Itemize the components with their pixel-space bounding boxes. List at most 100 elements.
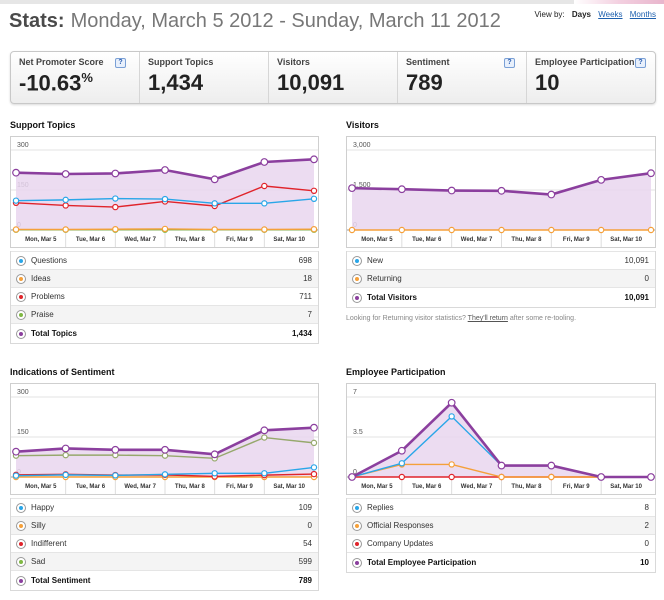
total-area [352, 402, 651, 477]
legend-value: 0 [307, 521, 312, 530]
x-tick-label: Fri, Mar 9 [226, 484, 253, 490]
metric-visitors-value: 10,091 [277, 70, 345, 95]
employee-help-icon[interactable]: ? [635, 58, 646, 68]
legend-label: New [367, 256, 384, 265]
series-point [448, 226, 455, 234]
metric-support-topics[interactable]: Support Topics 1,434 [140, 52, 269, 103]
legend-value: 109 [298, 503, 312, 512]
series-point [547, 461, 556, 470]
legend-value: 2 [644, 521, 649, 530]
series-point [398, 460, 406, 467]
view-by-label: View by: [534, 10, 565, 19]
x-tick-label: Wed, Mar 7 [461, 484, 493, 490]
view-days-option[interactable]: Days [571, 10, 591, 19]
series-point [211, 200, 218, 207]
decorative-blossom [574, 0, 664, 4]
legend-row-replies[interactable]: Replies 8 [347, 498, 655, 516]
legend-row-returning[interactable]: Returning 0 [347, 269, 655, 287]
legend-value: 7 [307, 310, 312, 319]
legend-value: 698 [298, 256, 312, 265]
legend-label: Replies [367, 503, 394, 512]
happy-dot-icon [17, 503, 25, 512]
series-point [211, 470, 218, 477]
legend-row-indifferent[interactable]: Indifferent 54 [11, 534, 318, 552]
legend-label: Happy [31, 503, 55, 512]
legend-row-new[interactable]: New 10,091 [347, 251, 655, 269]
legend-value: 0 [644, 539, 649, 548]
nps-help-icon[interactable]: ? [115, 58, 126, 68]
series-point [62, 196, 69, 204]
support-topics-legend: Questions 698 Ideas 18 Problems 711 Praise 7… [10, 251, 319, 344]
legend-value: 0 [644, 274, 649, 283]
series-point [647, 226, 655, 234]
series-point [260, 426, 269, 435]
legend-value: 1,434 [291, 329, 312, 338]
series-point [161, 452, 169, 459]
metric-nps-label: Net Promoter Score [19, 57, 104, 67]
legend-row-total-visitors[interactable]: Total Visitors 10,091 [347, 287, 655, 307]
metric-support-label: Support Topics [148, 57, 214, 67]
view-weeks-link[interactable]: Weeks [598, 10, 623, 19]
metric-sentiment-label: Sentiment [406, 57, 450, 67]
legend-row-silly[interactable]: Silly 0 [11, 516, 318, 534]
legend-row-total-topics[interactable]: Total Topics 1,434 [11, 323, 318, 343]
note-suffix: after some re-tooling. [509, 315, 577, 322]
legend-row-total-sentiment[interactable]: Total Sentiment 789 [11, 570, 318, 590]
metric-visitors[interactable]: Visitors 10,091 [269, 52, 398, 103]
metric-sentiment[interactable]: Sentiment 789 ? [398, 52, 527, 103]
metric-employee[interactable]: Employee Participation 10 ? [527, 52, 655, 103]
theyll-return-link[interactable]: They'll return [467, 315, 508, 322]
total-dot-icon [17, 576, 25, 585]
sentiment-legend: Happy 109 Silly 0 Indifferent 54 Sad 599 Tot… [10, 498, 319, 591]
series-point [597, 473, 606, 481]
x-tick-label: Thu, Mar 8 [511, 484, 542, 490]
y-tick-label: 1,500 [353, 182, 371, 189]
sentiment-help-icon[interactable]: ? [504, 58, 515, 68]
x-tick-label: Fri, Mar 9 [563, 237, 590, 243]
page-title: Stats: Monday, March 5 2012 - Sunday, Mar… [9, 10, 501, 33]
legend-row-sad[interactable]: Sad 599 [11, 552, 318, 570]
legend-row-company-updates[interactable]: Company Updates 0 [347, 534, 655, 552]
series-point [597, 226, 605, 234]
legend-label: Returning [367, 274, 402, 283]
series-point [61, 170, 70, 178]
series-point [260, 158, 269, 166]
returning-visitors-note: Looking for Returning visitor statistics… [346, 315, 576, 322]
total-area [352, 173, 651, 230]
series-point [498, 226, 505, 234]
legend-value: 711 [299, 292, 312, 301]
series-point [161, 166, 169, 174]
legend-row-problems[interactable]: Problems 711 [11, 287, 318, 305]
series-point [397, 446, 406, 455]
browser-top-strip [0, 0, 664, 4]
legend-value: 10,091 [624, 293, 649, 302]
series-point [310, 155, 318, 164]
series-point [62, 471, 69, 479]
legend-row-official-responses[interactable]: Official Responses 2 [347, 516, 655, 534]
metric-support-value: 1,434 [148, 70, 204, 95]
series-point [161, 195, 169, 203]
x-tick-label: Thu, Mar 8 [175, 237, 206, 243]
legend-label: Ideas [31, 274, 51, 283]
support-topics-title: Support Topics [10, 120, 76, 130]
sentiment-title: Indications of Sentiment [10, 367, 115, 377]
page-title-label: Stats: [9, 10, 65, 32]
legend-row-happy[interactable]: Happy 109 [11, 498, 318, 516]
legend-label: Sad [31, 557, 46, 566]
legend-label: Praise [31, 310, 54, 319]
series-point [310, 187, 318, 195]
series-point [310, 423, 318, 432]
series-point [62, 202, 69, 209]
legend-row-total-employee[interactable]: Total Employee Participation 10 [347, 552, 655, 572]
replies-dot-icon [353, 503, 361, 512]
view-months-link[interactable]: Months [629, 10, 656, 19]
legend-row-ideas[interactable]: Ideas 18 [11, 269, 318, 287]
series-point [12, 447, 20, 456]
legend-row-praise[interactable]: Praise 7 [11, 305, 318, 323]
series-point [261, 226, 268, 233]
legend-value: 54 [303, 539, 312, 548]
series-point [62, 451, 69, 459]
legend-row-questions[interactable]: Questions 698 [11, 251, 318, 269]
problems-dot-icon [17, 292, 25, 301]
